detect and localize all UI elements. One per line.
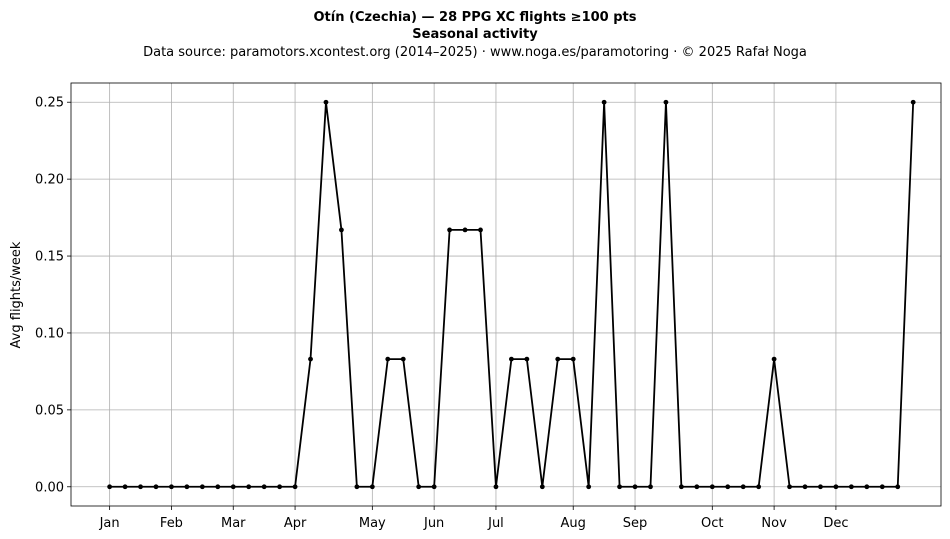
data-point [184,484,190,490]
y-axis-label: Avg flights/week [9,241,24,348]
plot-frame [70,82,942,507]
data-point [632,484,638,490]
data-point [802,484,808,490]
data-point [709,484,715,490]
data-point [910,99,916,105]
data-point [848,484,854,490]
chart-title: Otín (Czechia) — 28 PPG XC flights ≥100 … [314,10,637,25]
data-point [539,484,545,490]
data-point [601,99,607,105]
data-point [648,484,653,490]
grid-lines [71,83,941,506]
x-tick-label: May [359,516,386,531]
y-tick-label: 0.25 [35,96,64,111]
x-tick-label: Nov [761,516,787,531]
data-point [895,484,901,490]
data-point [261,484,267,490]
data-point [740,484,746,490]
data-point [416,484,422,490]
data-point [107,484,113,490]
data-point [756,484,762,490]
data-point [617,484,622,490]
data-point [138,484,143,490]
x-tick-label: Sep [623,516,648,531]
data-point [570,356,576,362]
data-point [493,484,499,490]
y-tick-label: 0.05 [35,403,64,418]
data-point [339,227,344,233]
data-point [771,356,777,362]
data-point [122,484,128,490]
data-point [323,99,329,105]
data-point [169,484,174,490]
data-point [663,99,669,105]
data-point [230,484,236,490]
data-point [725,484,731,490]
data-point [431,484,437,490]
data-point [246,484,252,490]
data-point [787,484,792,490]
data-point [555,356,561,362]
data-point [277,484,283,490]
x-tick-label: Aug [561,516,586,531]
x-tick-label: Mar [221,516,246,531]
data-point [586,484,592,490]
data-point [354,484,360,490]
data-point [678,484,684,490]
data-point [879,484,885,490]
data-point [369,484,375,490]
data-point [478,227,483,233]
series-line-layer [109,101,915,488]
x-tick-label: Oct [701,516,723,531]
tick-marks: Jan Feb Mar Apr May Jun Jul Aug Sep Oct Nov Dec 0.00… [35,96,848,531]
data-point [509,356,514,362]
data-point [524,356,530,362]
data-point [308,356,313,362]
data-point [385,356,391,362]
data-point [292,484,298,490]
series-line [109,101,915,488]
x-tick-label: Apr [284,516,307,531]
data-point [215,484,221,490]
chart-subtitle: Seasonal activity [412,27,538,42]
y-tick-label: 0.10 [35,326,64,341]
data-point [694,484,700,490]
data-point [153,484,159,490]
chart-source-line: Data source: paramotors.xcontest.org (20… [143,45,807,60]
x-tick-label: Jun [423,516,444,531]
x-tick-label: Dec [823,516,848,531]
data-point [400,356,406,362]
x-tick-label: Feb [160,516,183,531]
x-tick-label: Jan [99,516,120,531]
data-point [199,484,205,490]
data-point [864,484,870,490]
y-tick-label: 0.15 [35,250,64,265]
y-tick-label: 0.20 [35,173,64,188]
series-points-layer [107,99,916,490]
axes [70,82,942,507]
data-point [447,227,452,233]
x-tick-label: Jul [487,516,504,531]
y-tick-label: 0.00 [35,480,64,495]
data-point [833,484,839,490]
data-point [818,484,823,490]
data-point [462,227,468,233]
